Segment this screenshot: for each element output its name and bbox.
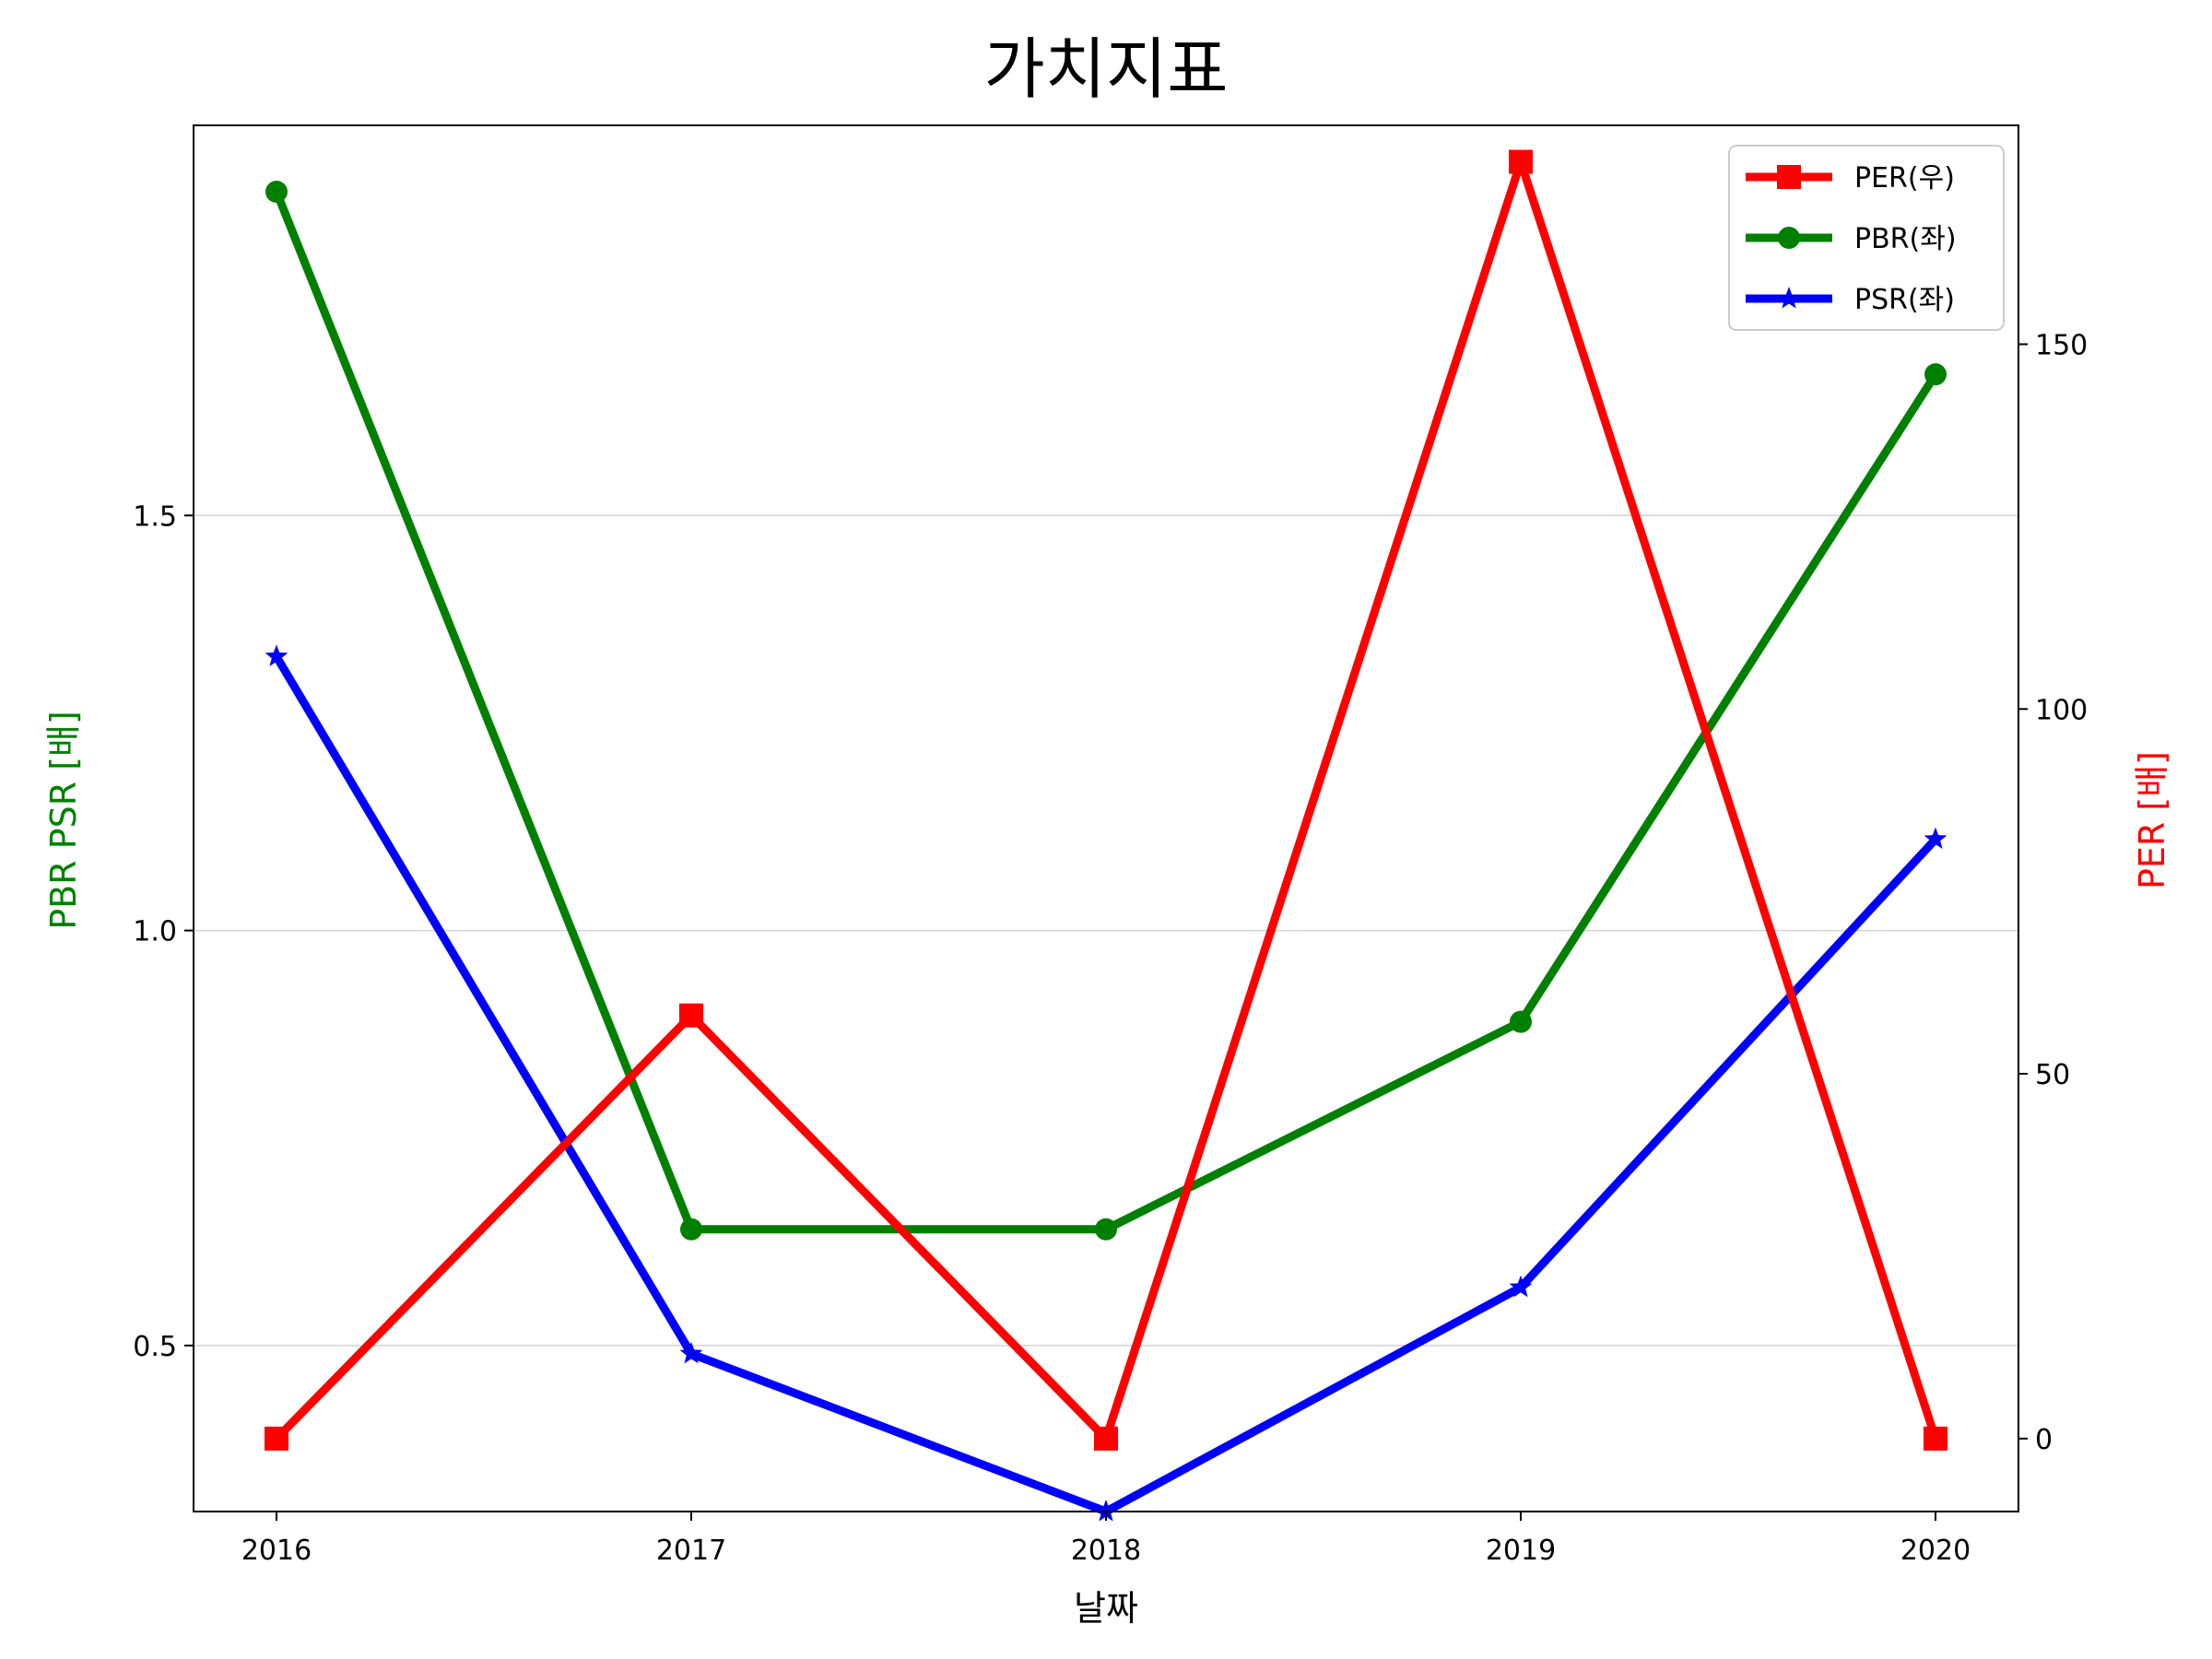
y-right-tick-label: 150	[2035, 329, 2088, 361]
y-right-tick-label: 0	[2035, 1424, 2053, 1456]
series-pbr-point	[1924, 363, 1947, 386]
series-per-line	[273, 158, 1940, 1443]
y-axis-right: 0 50 100 150	[2018, 329, 2088, 1456]
series-pbr-point	[1510, 1010, 1532, 1033]
y-right-tick-label: 100	[2035, 694, 2088, 726]
series-per-point	[1924, 1426, 1947, 1451]
y-left-tick-label: 1.0	[133, 916, 177, 948]
series-pbr-point	[680, 1218, 702, 1241]
y-left-tick-label: 1.5	[133, 500, 177, 533]
series-psr-point	[265, 644, 288, 666]
series-pbr-point	[1095, 1218, 1117, 1241]
series-psr-point	[1094, 1500, 1118, 1522]
y-axis-left-label: PBR PSR [배]	[43, 711, 84, 930]
series-layer	[265, 149, 1947, 1522]
x-axis: 2016 2017 2018 2019 2020	[241, 1512, 1971, 1567]
series-per-point	[679, 1003, 703, 1028]
legend-label-pbr: PBR(좌)	[1854, 223, 1957, 255]
series-psr	[265, 644, 1947, 1522]
series-pbr	[265, 181, 1947, 1241]
series-per-point	[265, 1426, 288, 1451]
plot-frame	[193, 124, 2019, 1512]
legend-marker-pbr	[1778, 227, 1800, 249]
x-tick-label: 2016	[241, 1535, 312, 1567]
series-per	[265, 149, 1947, 1451]
legend-marker-per	[1777, 165, 1801, 189]
legend-label-per: PER(우)	[1854, 162, 1955, 194]
series-psr-point	[1924, 827, 1947, 849]
x-tick-label: 2018	[1071, 1535, 1141, 1567]
x-tick-label: 2020	[1900, 1535, 1971, 1567]
y-left-tick-label: 0.5	[133, 1331, 177, 1363]
series-per-point	[1094, 1426, 1118, 1451]
series-per-point	[1509, 149, 1533, 174]
legend-marker-psr	[1777, 287, 1801, 309]
y-axis-left: 0.5 1.0 1.5	[133, 500, 194, 1363]
series-pbr-point	[265, 181, 288, 204]
series-psr-point	[679, 1341, 703, 1364]
chart-title: 가치지표	[984, 30, 1229, 108]
legend: PER(우) PBR(좌) PSR(좌)	[1728, 145, 2005, 331]
y-right-tick-label: 50	[2035, 1059, 2070, 1091]
legend-box	[1728, 145, 2005, 331]
legend-label-psr: PSR(좌)	[1854, 284, 1955, 316]
x-axis-label: 날짜	[1074, 1588, 1138, 1629]
x-tick-label: 2019	[1486, 1535, 1556, 1567]
series-psr-point	[1509, 1275, 1533, 1298]
x-tick-label: 2017	[656, 1535, 726, 1567]
grid	[194, 514, 2018, 1347]
y-axis-right-label: PER [배]	[2132, 751, 2172, 889]
series-psr-line	[273, 654, 1939, 1516]
